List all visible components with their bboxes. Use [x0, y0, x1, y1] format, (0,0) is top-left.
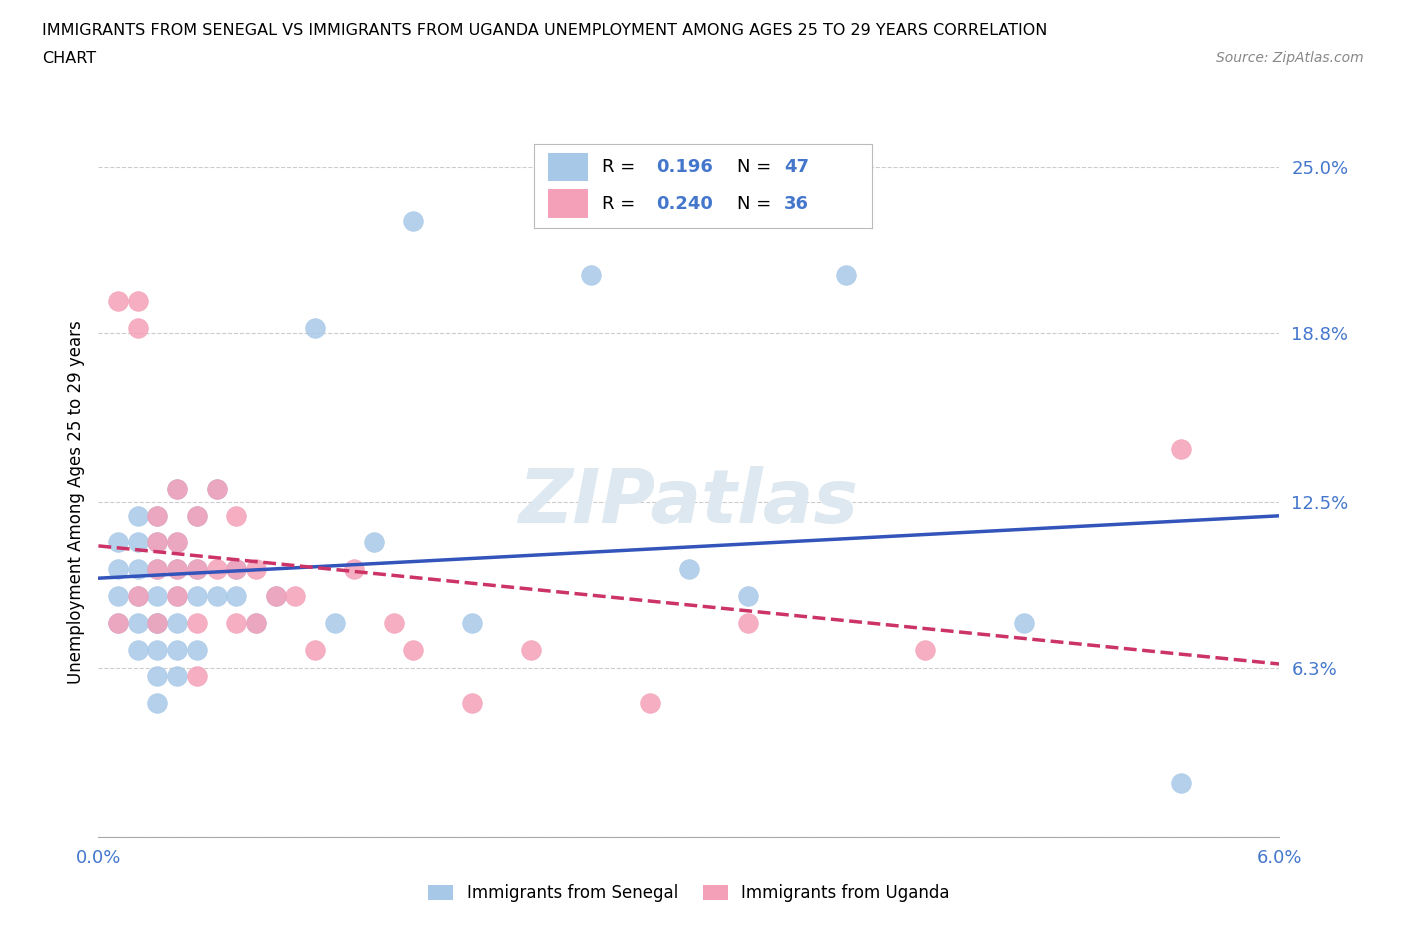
Bar [548, 153, 588, 181]
Point [127, 535, 149, 550]
Point [146, 508, 169, 523]
Point [186, 669, 208, 684]
Point [166, 589, 188, 604]
Point [146, 535, 169, 550]
Point [225, 562, 247, 577]
Point [914, 642, 936, 657]
Point [166, 669, 188, 684]
Point [146, 616, 169, 631]
Point [638, 696, 661, 711]
Point [146, 508, 169, 523]
Point [186, 562, 208, 577]
Point [107, 616, 129, 631]
Text: Source: ZipAtlas.com: Source: ZipAtlas.com [1216, 51, 1364, 65]
Point [166, 535, 188, 550]
Point [166, 482, 188, 497]
Point [107, 562, 129, 577]
Point [107, 616, 129, 631]
Point [225, 562, 247, 577]
Point [127, 589, 149, 604]
Point [323, 616, 346, 631]
Point [737, 589, 759, 604]
Point [343, 562, 366, 577]
Point [186, 508, 208, 523]
Point [186, 508, 208, 523]
Point [107, 294, 129, 309]
Point [127, 508, 149, 523]
Point [363, 535, 385, 550]
Point [107, 589, 129, 604]
Point [461, 616, 484, 631]
Point [1170, 441, 1192, 456]
Text: R =: R = [602, 158, 641, 176]
Point [146, 669, 169, 684]
Point [127, 321, 149, 336]
Point [245, 562, 267, 577]
Point [461, 696, 484, 711]
Point [127, 616, 149, 631]
Text: IMMIGRANTS FROM SENEGAL VS IMMIGRANTS FROM UGANDA UNEMPLOYMENT AMONG AGES 25 TO : IMMIGRANTS FROM SENEGAL VS IMMIGRANTS FR… [42, 23, 1047, 38]
Point [146, 616, 169, 631]
Point [146, 616, 169, 631]
Point [146, 642, 169, 657]
Point [127, 589, 149, 604]
Point [245, 616, 267, 631]
Text: N =: N = [737, 158, 776, 176]
Point [205, 589, 228, 604]
Text: 0.240: 0.240 [655, 194, 713, 213]
Text: ZIPatlas: ZIPatlas [519, 466, 859, 538]
Point [737, 616, 759, 631]
Point [146, 562, 169, 577]
Point [264, 589, 287, 604]
Point [166, 482, 188, 497]
Point [402, 642, 425, 657]
Point [186, 562, 208, 577]
Point [166, 616, 188, 631]
Point [146, 535, 169, 550]
Point [127, 294, 149, 309]
Point [245, 616, 267, 631]
Point [304, 642, 326, 657]
Point [304, 321, 326, 336]
Point [264, 589, 287, 604]
Point [146, 562, 169, 577]
Point [166, 535, 188, 550]
Point [186, 589, 208, 604]
Point [166, 589, 188, 604]
Text: N =: N = [737, 194, 776, 213]
Point [146, 696, 169, 711]
Text: 47: 47 [785, 158, 808, 176]
Point [579, 267, 602, 282]
Point [166, 562, 188, 577]
Point [127, 562, 149, 577]
Point [205, 482, 228, 497]
Point [1170, 776, 1192, 790]
Point [402, 214, 425, 229]
Text: 36: 36 [785, 194, 808, 213]
Point [166, 642, 188, 657]
Point [225, 589, 247, 604]
Text: CHART: CHART [42, 51, 96, 66]
Point [127, 642, 149, 657]
Point [284, 589, 307, 604]
Point [205, 482, 228, 497]
Point [382, 616, 405, 631]
Point [146, 589, 169, 604]
Legend: Immigrants from Senegal, Immigrants from Uganda: Immigrants from Senegal, Immigrants from… [422, 878, 956, 909]
Point [107, 535, 129, 550]
Bar [548, 190, 588, 218]
Point [186, 642, 208, 657]
Point [225, 508, 247, 523]
Y-axis label: Unemployment Among Ages 25 to 29 years: Unemployment Among Ages 25 to 29 years [66, 320, 84, 684]
Point [678, 562, 700, 577]
Point [225, 616, 247, 631]
Point [205, 562, 228, 577]
Text: 0.196: 0.196 [655, 158, 713, 176]
Text: R =: R = [602, 194, 641, 213]
Point [166, 562, 188, 577]
Point [520, 642, 543, 657]
Point [1012, 616, 1035, 631]
Point [186, 616, 208, 631]
Point [835, 267, 858, 282]
